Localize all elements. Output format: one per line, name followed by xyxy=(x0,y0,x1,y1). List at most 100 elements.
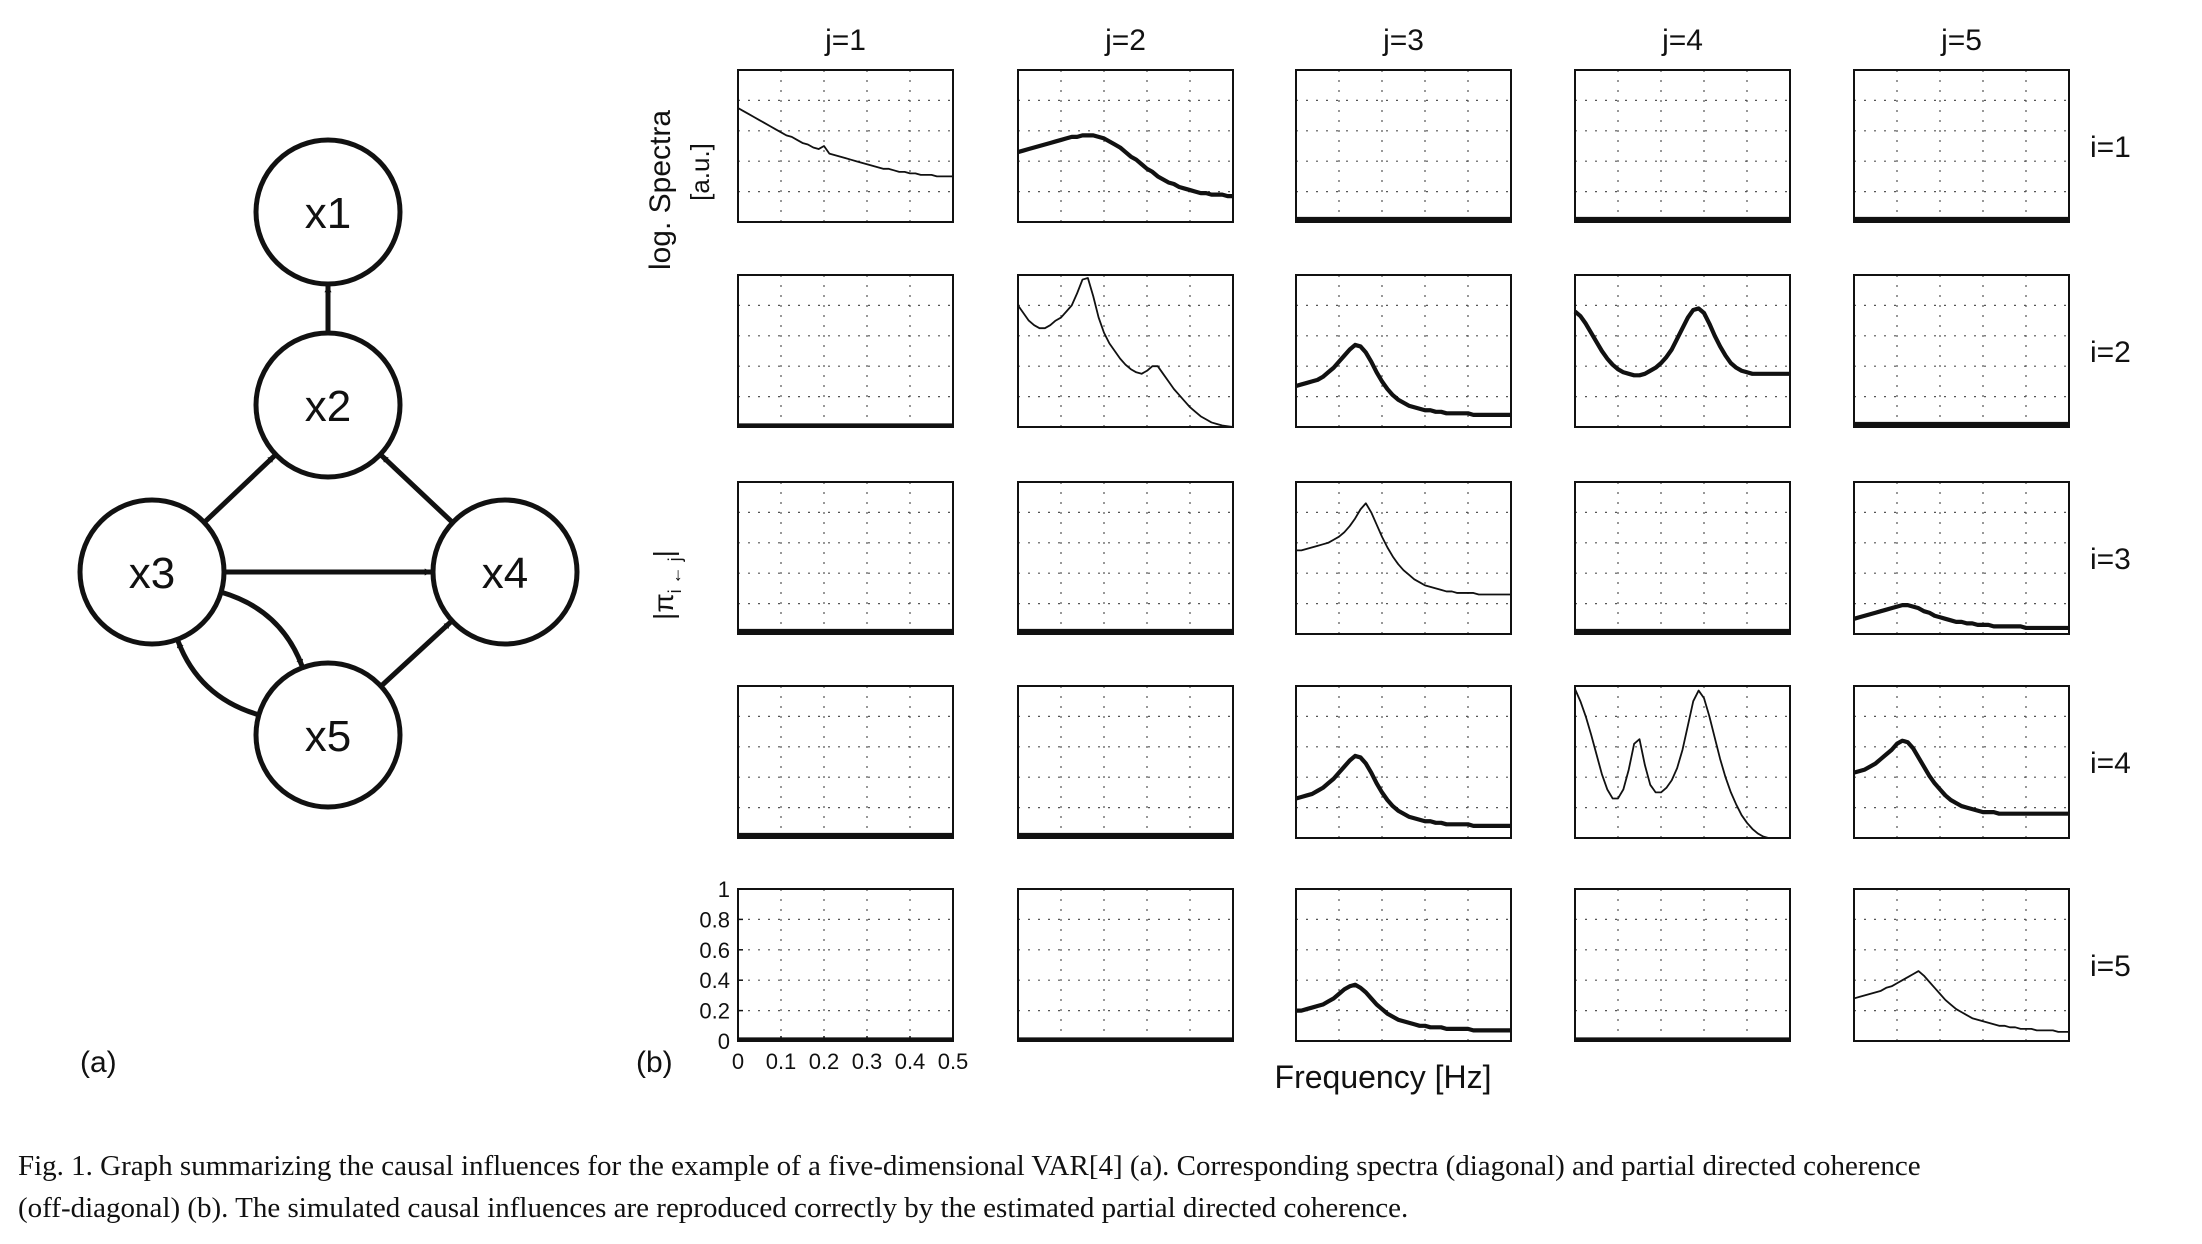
row-label-i5: i=5 xyxy=(2090,950,2131,983)
node-x3: x3 xyxy=(77,497,227,647)
axis-ticks: 0 0.1 0.2 0.3 0.4 0.500.20.40.60.81 xyxy=(699,877,968,1074)
ytick-label: 0 xyxy=(718,1029,730,1054)
subplot-frame xyxy=(1853,888,2070,1042)
ytick-label: 1 xyxy=(718,877,730,902)
subplot-i5-j4 xyxy=(1574,888,1791,1042)
caption-line-1: Fig. 1. Graph summarizing the causal inf… xyxy=(18,1150,1921,1182)
pdc-line-i3-j5 xyxy=(1853,603,2069,631)
node-x4: x4 xyxy=(430,497,580,647)
subplot-i5-j1 xyxy=(737,888,954,1042)
row-label-i1: i=1 xyxy=(2090,131,2131,164)
edge-x3-to-x2 xyxy=(202,454,277,525)
subplot-frame xyxy=(1574,274,1791,428)
ylabel-pdc-main: |π xyxy=(648,593,679,620)
figure-caption: Fig. 1. Graph summarizing the causal inf… xyxy=(18,1145,2188,1229)
subplot-i2-j3 xyxy=(1295,274,1512,428)
subplot-i4-j5 xyxy=(1853,685,2070,839)
subplot-frame xyxy=(1853,481,2070,635)
subplot-i3-j3 xyxy=(1295,481,1512,635)
xtick-label: 0.5 xyxy=(938,1049,969,1074)
node-x5: x5 xyxy=(253,660,403,810)
causal-graph: x1 x2 x3 x4 x5 (a) xyxy=(77,137,580,1079)
edge-x5-to-x3 xyxy=(175,640,260,718)
subplot-i4-j3 xyxy=(1295,685,1512,839)
edge-x4-to-x2 xyxy=(380,453,455,525)
pdc-line-i2-j3 xyxy=(1295,342,1511,417)
ytick-label: 0.6 xyxy=(699,938,730,963)
subplot-i3-j4 xyxy=(1574,481,1791,635)
subplot-i3-j1 xyxy=(737,481,954,635)
subplot-frame xyxy=(1017,69,1234,223)
subplot-frame xyxy=(1017,274,1234,428)
subplot-frame xyxy=(1853,69,2070,223)
node-circle xyxy=(430,497,580,647)
subplot-frame xyxy=(1574,481,1791,635)
pdc-line-i4-j5 xyxy=(1853,738,2069,816)
subplot-frame xyxy=(737,481,954,635)
subplot-frame xyxy=(1853,685,2070,839)
spectrum-line-i3-j3 xyxy=(1296,502,1511,596)
edge-x3-to-x5 xyxy=(220,589,305,667)
subplot-i2-j4 xyxy=(1573,274,1791,428)
subplot-i1-j3 xyxy=(1295,69,1512,223)
subplot-i5-j3 xyxy=(1295,888,1512,1042)
subplot-frame xyxy=(1017,481,1234,635)
subplot-i3-j5 xyxy=(1853,481,2070,635)
row-label-i2: i=2 xyxy=(2090,336,2131,369)
spectrum-line-i1-j1 xyxy=(737,107,953,178)
subplot-frame xyxy=(1295,274,1512,428)
subplot-frame xyxy=(737,69,954,223)
subplot-i2-j5 xyxy=(1853,274,2070,428)
node-circle xyxy=(77,497,227,647)
subplot-frame xyxy=(1853,274,2070,428)
subplot-i4-j2 xyxy=(1017,685,1234,839)
subplot-i5-j5 xyxy=(1853,888,2070,1042)
panel-b-label: (b) xyxy=(636,1046,673,1079)
pdc-line-i5-j3 xyxy=(1296,982,1511,1033)
node-label: x1 xyxy=(305,189,351,238)
subplot-frame xyxy=(1295,69,1512,223)
subplot-grid xyxy=(737,69,2070,1042)
row-label-i3: i=3 xyxy=(2090,543,2131,576)
col-label-j3: j=3 xyxy=(1382,24,1424,57)
ylabel-pdc: |πi ← j| xyxy=(648,550,685,620)
spectrum-line-i5-j5 xyxy=(1853,970,2069,1033)
node-circle xyxy=(253,660,403,810)
col-label-j5: j=5 xyxy=(1940,24,1982,57)
subplot-frame xyxy=(1017,685,1234,839)
xtick-label: 0 xyxy=(732,1049,744,1074)
subplot-i2-j1 xyxy=(737,274,954,428)
pdc-matrix: j=1 j=2 j=3 j=4 j=5 i=1i=2i=3i=4i=5 0 0.1 0.2 0… xyxy=(636,24,2131,1095)
subplot-i1-j5 xyxy=(1853,69,2070,223)
col-label-j1: j=1 xyxy=(824,24,866,57)
subplot-frame xyxy=(1574,69,1791,223)
xtick-label: 0.3 xyxy=(852,1049,883,1074)
col-label-j4: j=4 xyxy=(1661,24,1703,57)
node-label: x5 xyxy=(305,712,351,761)
row-label-i4: i=4 xyxy=(2090,747,2131,780)
subplot-frame xyxy=(1295,888,1512,1042)
subplot-frame xyxy=(1295,481,1512,635)
ylabel-pdc-close: | xyxy=(648,550,679,557)
svg-text:|πi ← j|: |πi ← j| xyxy=(648,550,685,620)
subplot-frame xyxy=(737,685,954,839)
subplot-frame xyxy=(1574,685,1791,839)
xlabel: Frequency [Hz] xyxy=(1275,1059,1492,1095)
graph-nodes: x1 x2 x3 x4 x5 xyxy=(77,137,580,810)
spectrum-line-i2-j2 xyxy=(1017,277,1234,428)
ytick-label: 0.2 xyxy=(699,999,730,1024)
subplot-frame xyxy=(737,888,954,1042)
node-label: x4 xyxy=(482,549,528,598)
subplot-i1-j1 xyxy=(737,69,954,223)
subplot-i4-j4 xyxy=(1574,685,1791,839)
subplot-i1-j2 xyxy=(1017,69,1234,223)
subplot-i3-j2 xyxy=(1017,481,1234,635)
pdc-line-i2-j4 xyxy=(1573,306,1790,378)
ylabel-pdc-sub: i ← j xyxy=(665,557,685,593)
subplot-frame xyxy=(1295,685,1512,839)
ytick-label: 0.4 xyxy=(699,968,730,993)
subplot-frame xyxy=(737,274,954,428)
row-labels: i=1 i=2 i=3 i=4 i=5 xyxy=(2090,131,2131,983)
figure: x1 x2 x3 x4 x5 (a) j=1 j=2 j=3 j=4 j=5 i=1 i=2 i=3… xyxy=(77,24,2131,1095)
subplot-frame xyxy=(1017,888,1234,1042)
